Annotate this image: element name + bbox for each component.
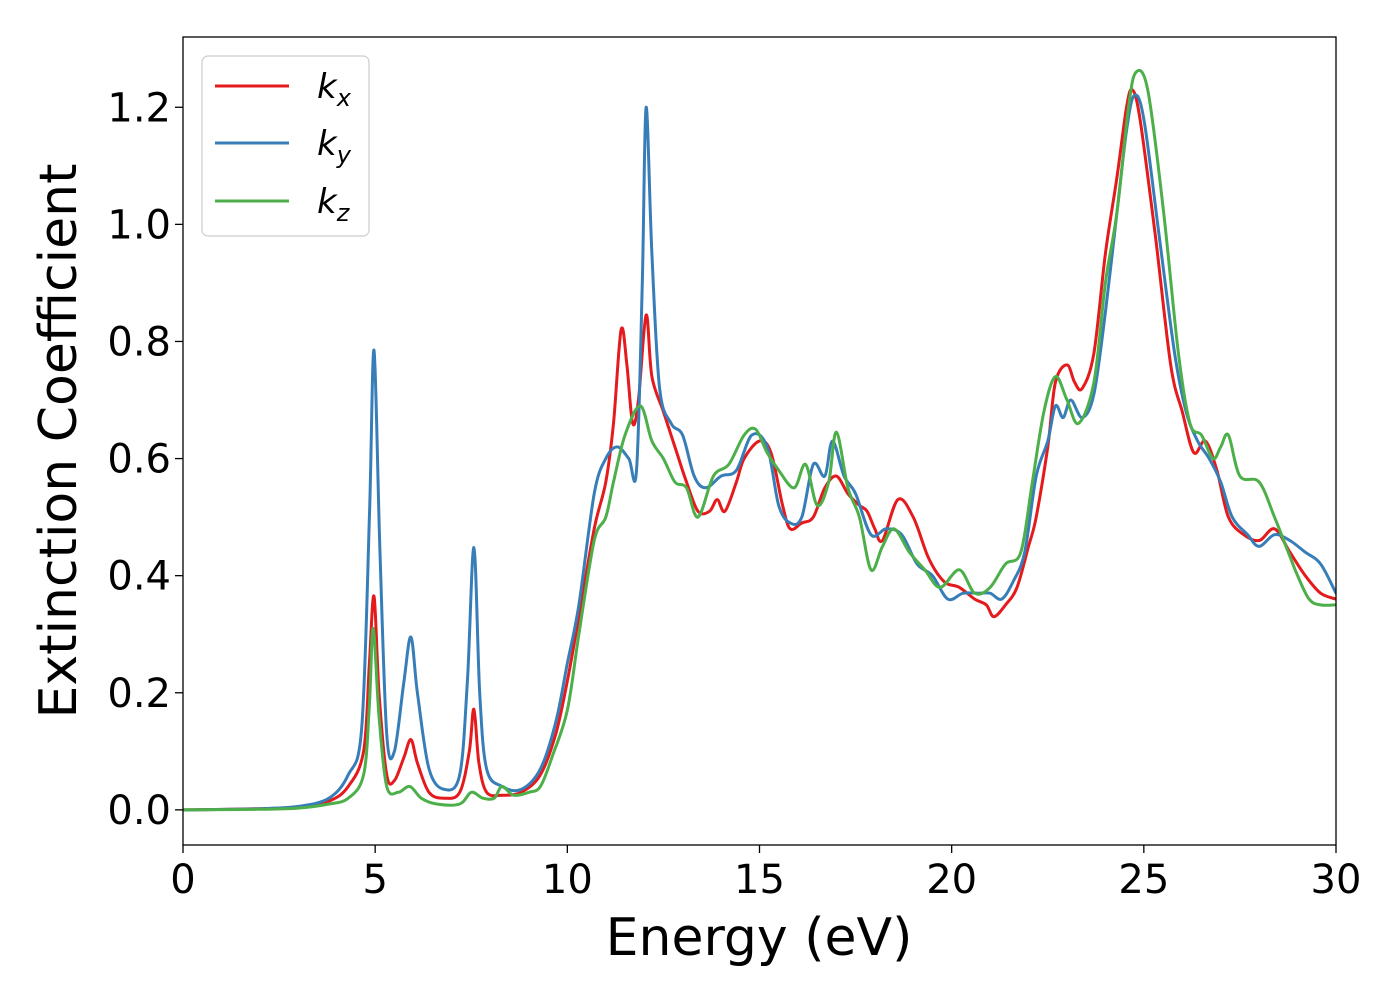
y-tick-label: 1.2 bbox=[107, 85, 171, 131]
legend-label-subscript: y bbox=[336, 141, 352, 169]
x-tick-label: 0 bbox=[170, 857, 195, 903]
legend-label-kx: kx bbox=[317, 67, 352, 112]
y-tick-label: 0.2 bbox=[107, 671, 171, 717]
legend-label-base: k bbox=[317, 124, 338, 164]
x-tick-label: 10 bbox=[542, 857, 593, 903]
legend-label-base: k bbox=[317, 182, 338, 222]
legend-label-kz: kz bbox=[317, 182, 351, 227]
x-tick-label: 5 bbox=[362, 857, 387, 903]
series-line-ky bbox=[183, 93, 1336, 812]
legend-box bbox=[201, 55, 370, 237]
x-tick-label: 20 bbox=[926, 857, 977, 903]
series-layer bbox=[183, 68, 1336, 812]
x-tick-label: 15 bbox=[734, 857, 785, 903]
x-axis-ticks: 0 5 10 15 20 25 30 bbox=[170, 845, 1361, 903]
y-tick-label: 0.6 bbox=[107, 437, 171, 483]
y-tick-label: 0.4 bbox=[107, 554, 171, 600]
x-tick-label: 25 bbox=[1118, 857, 1169, 903]
y-tick-label: 1.0 bbox=[107, 202, 171, 248]
legend-label-ky: ky bbox=[317, 124, 352, 169]
y-axis-title: Extinction Coefficient bbox=[29, 164, 89, 719]
legend-label-base: k bbox=[317, 67, 338, 107]
x-tick-label: 30 bbox=[1311, 857, 1362, 903]
x-axis-title: Energy (eV) bbox=[606, 908, 913, 968]
plot-frame bbox=[182, 36, 1337, 846]
legend-label-subscript: z bbox=[336, 199, 351, 227]
series-line-kz bbox=[183, 68, 1336, 812]
y-tick-label: 0.8 bbox=[107, 319, 171, 365]
y-axis-ticks: 0.0 0.2 0.4 0.6 0.8 1.0 1.2 bbox=[107, 85, 183, 834]
y-tick-label: 0.0 bbox=[107, 788, 171, 834]
legend-label-subscript: x bbox=[336, 84, 352, 112]
